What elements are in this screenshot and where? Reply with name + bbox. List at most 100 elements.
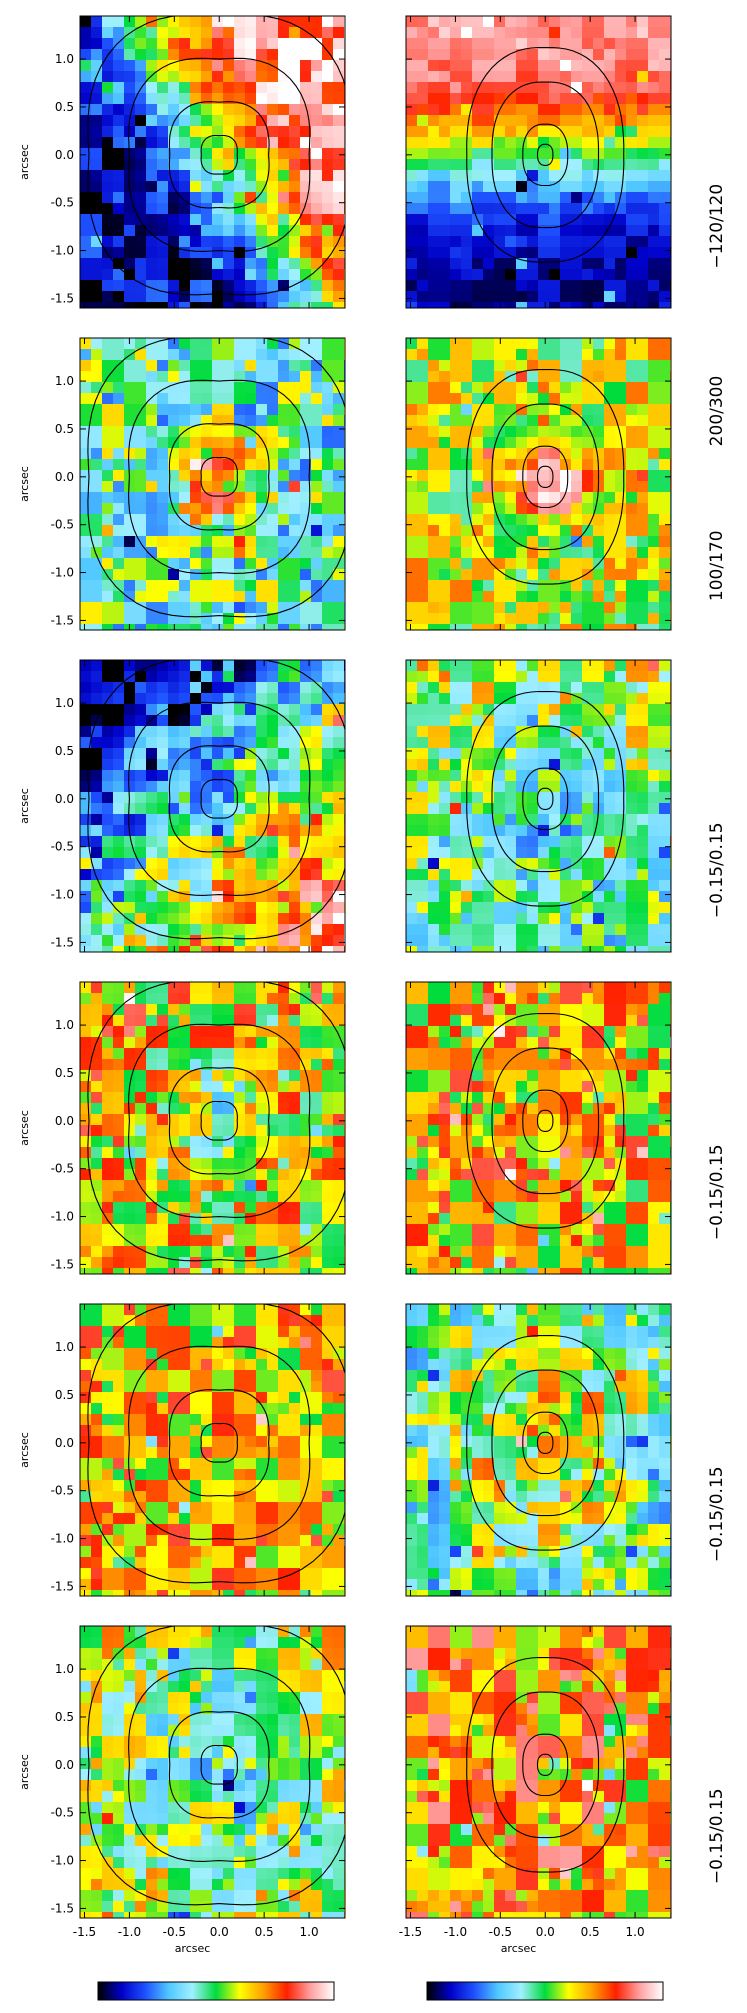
map-cell [113,814,125,826]
map-cell [439,558,451,570]
map-cell [311,803,323,815]
isophote-contours [466,690,625,907]
map-cell [234,704,246,716]
map-cell [256,935,268,947]
map-cell [333,503,345,515]
map-cell [146,82,158,94]
map-cell [157,148,169,160]
map-cell [168,924,180,936]
map-cell [615,415,627,427]
map-cell [333,1114,345,1126]
map-cell [450,148,462,160]
map-cell [311,836,323,848]
map-cell [516,591,528,603]
map-cell [560,426,572,438]
map-cell [234,60,246,72]
map-cell [648,291,660,303]
map-cell [406,825,418,837]
map-cell [549,16,561,28]
map-cell [593,82,605,94]
map-cell [157,159,169,171]
map-cell [333,302,345,308]
map-cell [549,715,561,727]
map-cell [102,492,114,504]
map-cell [146,770,158,782]
map-cell [637,393,649,405]
map-cell [659,880,671,892]
map-cell [80,60,92,72]
map-cell [212,715,224,727]
map-cell [157,858,169,870]
map-cell [527,704,539,716]
map-cell [311,580,323,592]
map-cell [157,704,169,716]
map-cell [648,126,660,138]
map-cell [344,1202,345,1214]
map-cell [256,280,268,292]
map-cell [344,558,345,570]
map-cell [571,704,583,716]
map-cell [670,82,671,94]
contour-line [200,456,238,497]
map-cell [267,1224,279,1236]
map-cell [637,935,649,947]
map-cell [168,660,180,672]
map-cell [571,503,583,515]
map-cell [267,148,279,160]
map-cell [406,613,418,625]
map-cell [190,1268,202,1274]
map-cell [300,1147,312,1159]
map-cell [582,891,594,903]
map-cell [102,16,114,28]
map-cell [461,38,473,50]
map-cell [406,715,418,727]
map-cell [333,1246,345,1258]
map-cell [593,514,605,526]
map-cell [417,825,429,837]
map-cell [505,902,517,914]
map-cell [234,536,246,548]
map-cell [278,1169,290,1181]
map-cell [549,415,561,427]
map-cell [91,448,103,460]
map-cell [344,60,345,72]
map-cell [450,192,462,204]
map-cell [113,137,125,149]
map-cell [146,371,158,383]
map-cell [538,192,550,204]
map-cell [322,836,334,848]
map-cell [333,558,345,570]
map-cell [201,349,213,361]
map-cell [135,1246,147,1258]
map-cell [91,247,103,259]
map-cell [593,869,605,881]
map-cell [300,836,312,848]
map-cell [604,913,616,925]
map-cell [256,924,268,936]
map-cell [505,880,517,892]
map-cell [626,624,638,630]
map-cell [637,459,649,471]
map-cell [483,547,495,559]
map-cell [212,280,224,292]
map-cell [146,558,158,570]
map-cell [406,602,418,614]
map-cell [223,836,235,848]
map-cell [113,913,125,925]
map-cell [179,569,191,581]
map-cell [201,1037,213,1049]
map-cell [267,803,279,815]
map-cell [344,170,345,182]
map-cell [201,1268,213,1274]
map-cell [417,847,429,859]
map-cell [267,437,279,449]
map-cell [102,115,114,127]
map-cell [256,514,268,526]
map-cell [648,236,660,248]
map-cell [483,280,495,292]
map-cell [245,49,257,61]
map-cell [571,258,583,270]
map-cell [505,693,517,705]
